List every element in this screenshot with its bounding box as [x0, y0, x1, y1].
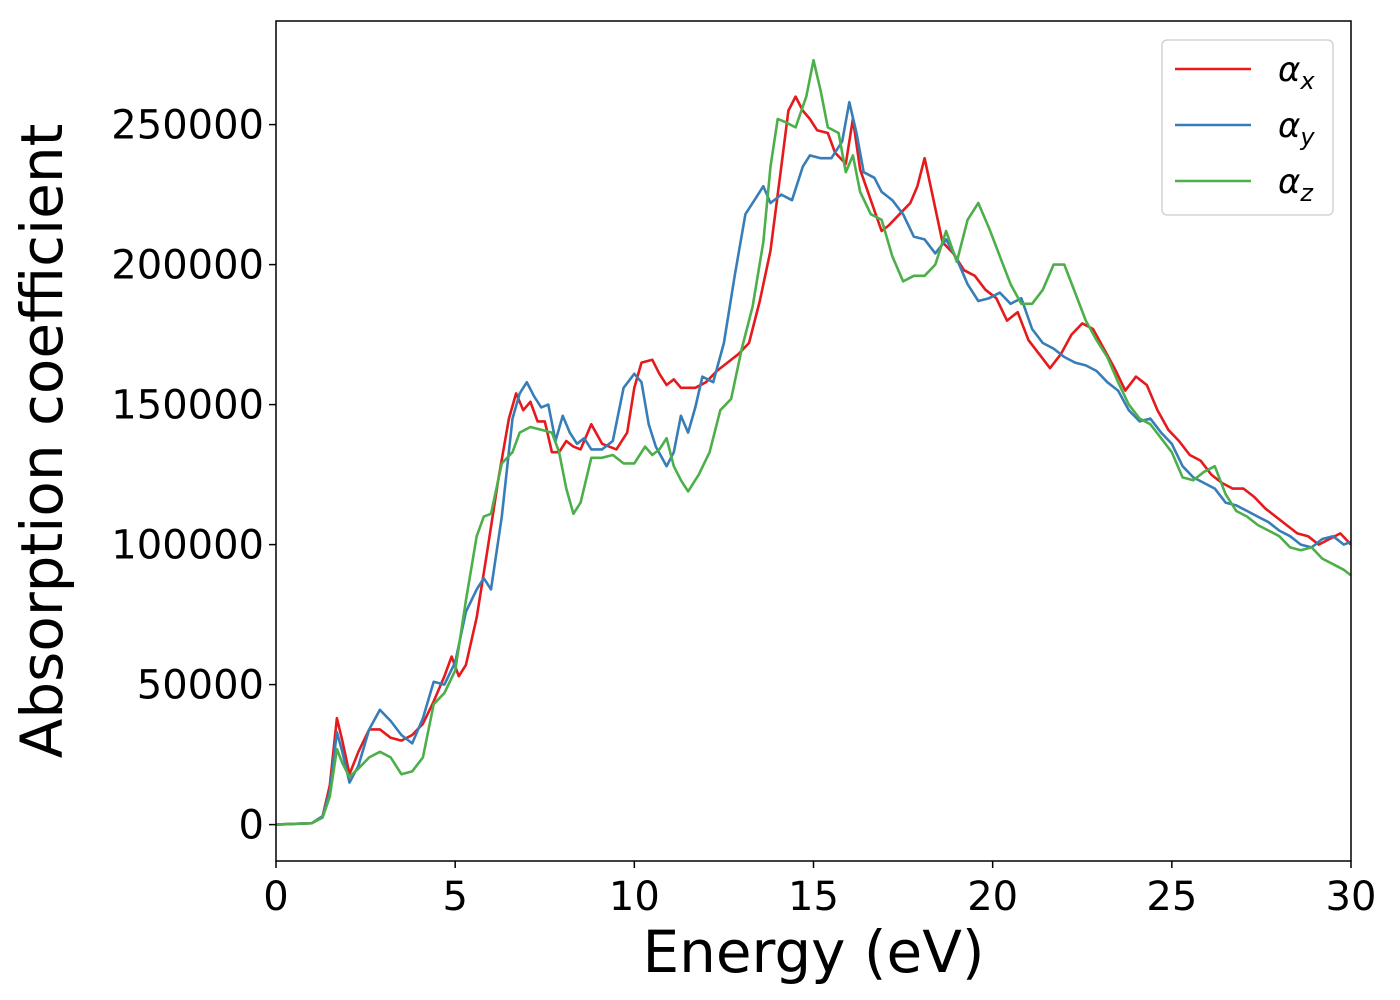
y-tick-label: 150000 — [111, 383, 264, 429]
legend-label-x: αx — [1278, 50, 1315, 95]
x-tick-label: 20 — [967, 874, 1018, 920]
series-line-x — [276, 95, 1351, 826]
y-tick-label: 250000 — [111, 103, 264, 149]
y-tick-label: 50000 — [137, 663, 264, 709]
x-axis-title: Energy (eV) — [642, 918, 984, 986]
y-tick-label: 100000 — [111, 523, 264, 569]
legend-label-y: αy — [1278, 106, 1315, 151]
plot-series — [276, 58, 1351, 826]
legend-box — [1161, 39, 1334, 216]
x-tick-label: 25 — [1146, 874, 1197, 920]
x-axis: 0 5 10 15 20 25 30 — [263, 861, 1376, 920]
legend-label-z: αz — [1278, 162, 1314, 207]
x-tick-label: 10 — [609, 874, 660, 920]
series-line-y — [276, 100, 1351, 826]
y-axis-title: Absorption coefficient — [8, 124, 76, 759]
y-tick-label: 0 — [239, 803, 264, 849]
x-tick-label: 30 — [1326, 874, 1377, 920]
x-tick-label: 15 — [788, 874, 839, 920]
x-tick-label: 5 — [442, 874, 467, 920]
series-line-z — [276, 58, 1351, 826]
legend: αx αy αz — [1161, 39, 1334, 216]
y-axis: 0 50000 100000 150000 200000 250000 — [111, 103, 276, 849]
y-tick-label: 200000 — [111, 243, 264, 289]
x-tick-label: 0 — [263, 874, 288, 920]
